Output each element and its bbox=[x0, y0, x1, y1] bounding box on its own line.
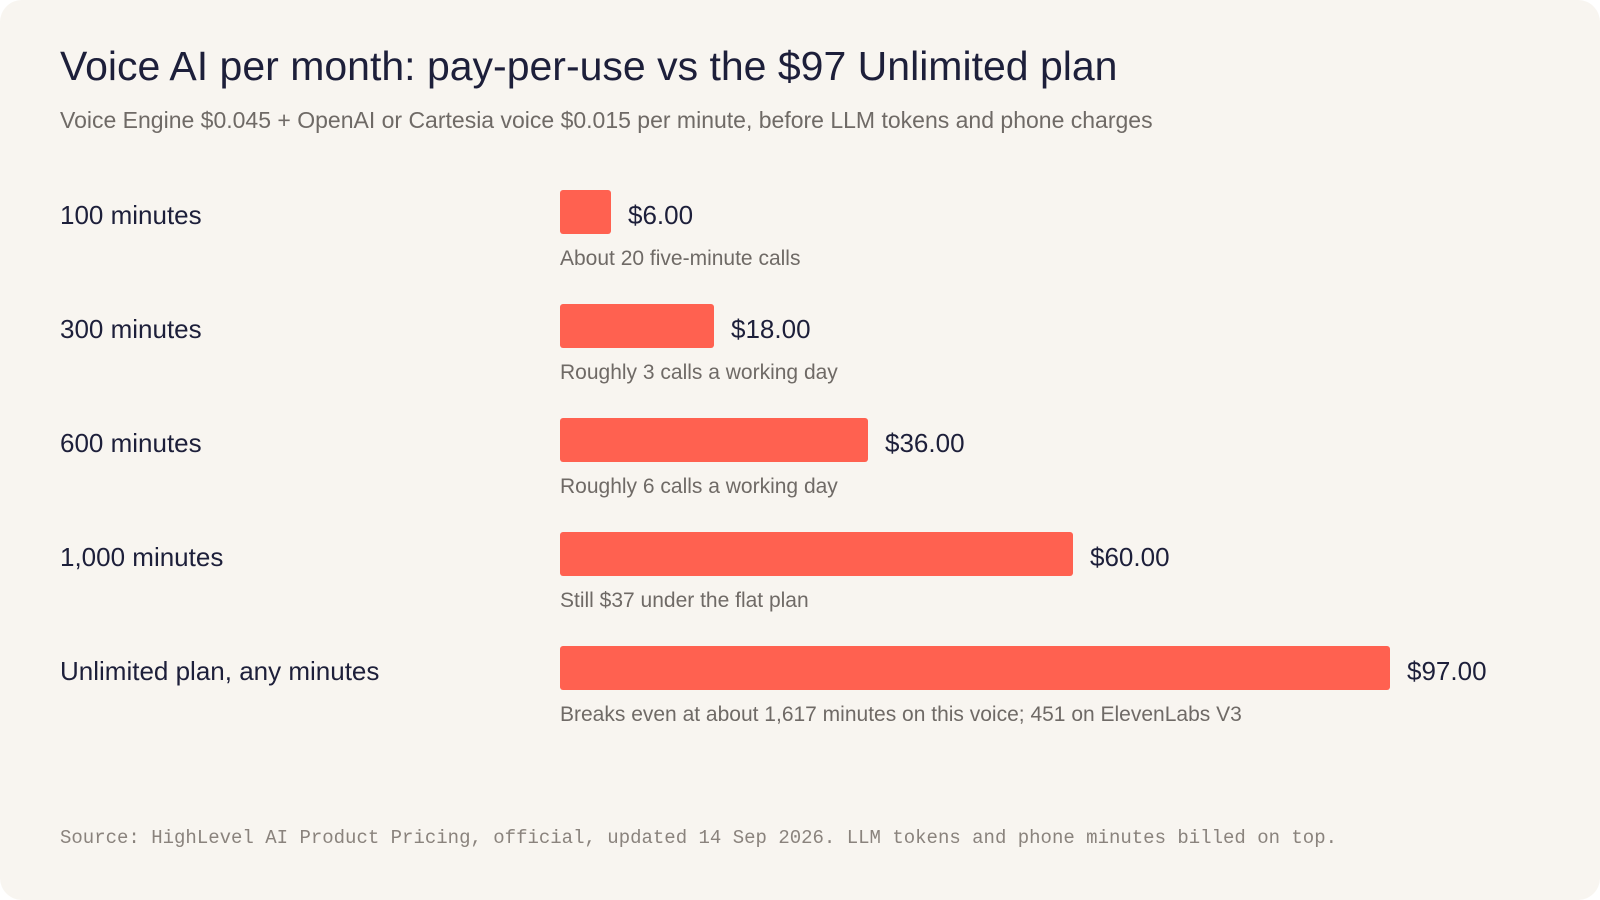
bar bbox=[560, 532, 1073, 576]
source-note: Source: HighLevel AI Product Pricing, of… bbox=[60, 827, 1338, 849]
bar-annotation: About 20 five-minute calls bbox=[560, 247, 801, 270]
bar-row: 600 minutes $36.00 Roughly 6 calls a worki… bbox=[0, 418, 1600, 518]
category-label: 100 minutes bbox=[60, 200, 202, 230]
value-label: $18.00 bbox=[731, 314, 811, 344]
bar-annotation: Roughly 3 calls a working day bbox=[560, 361, 838, 384]
value-label: $6.00 bbox=[628, 200, 694, 230]
category-label: Unlimited plan, any minutes bbox=[60, 656, 380, 686]
chart-subtitle: Voice Engine $0.045 + OpenAI or Cartesia… bbox=[60, 107, 1153, 133]
chart-title: Voice AI per month: pay-per-use vs the $… bbox=[60, 43, 1118, 89]
bar bbox=[560, 418, 868, 462]
value-label: $60.00 bbox=[1090, 542, 1170, 572]
value-label: $97.00 bbox=[1407, 656, 1487, 686]
bar-annotation: Still $37 under the flat plan bbox=[560, 589, 809, 612]
bar-annotation: Breaks even at about 1,617 minutes on th… bbox=[560, 703, 1242, 726]
bar bbox=[560, 304, 714, 348]
bar bbox=[560, 190, 611, 234]
bar-row: 1,000 minutes $60.00 Still $37 under the f… bbox=[0, 532, 1600, 632]
bar-row: Unlimited plan, any minutes $97.00 Breaks … bbox=[0, 646, 1600, 746]
category-label: 300 minutes bbox=[60, 314, 202, 344]
bar-row: 100 minutes $6.00 About 20 five-minute cal… bbox=[0, 190, 1600, 290]
bar bbox=[560, 646, 1390, 690]
category-label: 600 minutes bbox=[60, 428, 202, 458]
bar-annotation: Roughly 6 calls a working day bbox=[560, 475, 838, 498]
bar-row: 300 minutes $18.00 Roughly 3 calls a worki… bbox=[0, 304, 1600, 404]
category-label: 1,000 minutes bbox=[60, 542, 224, 572]
value-label: $36.00 bbox=[885, 428, 965, 458]
